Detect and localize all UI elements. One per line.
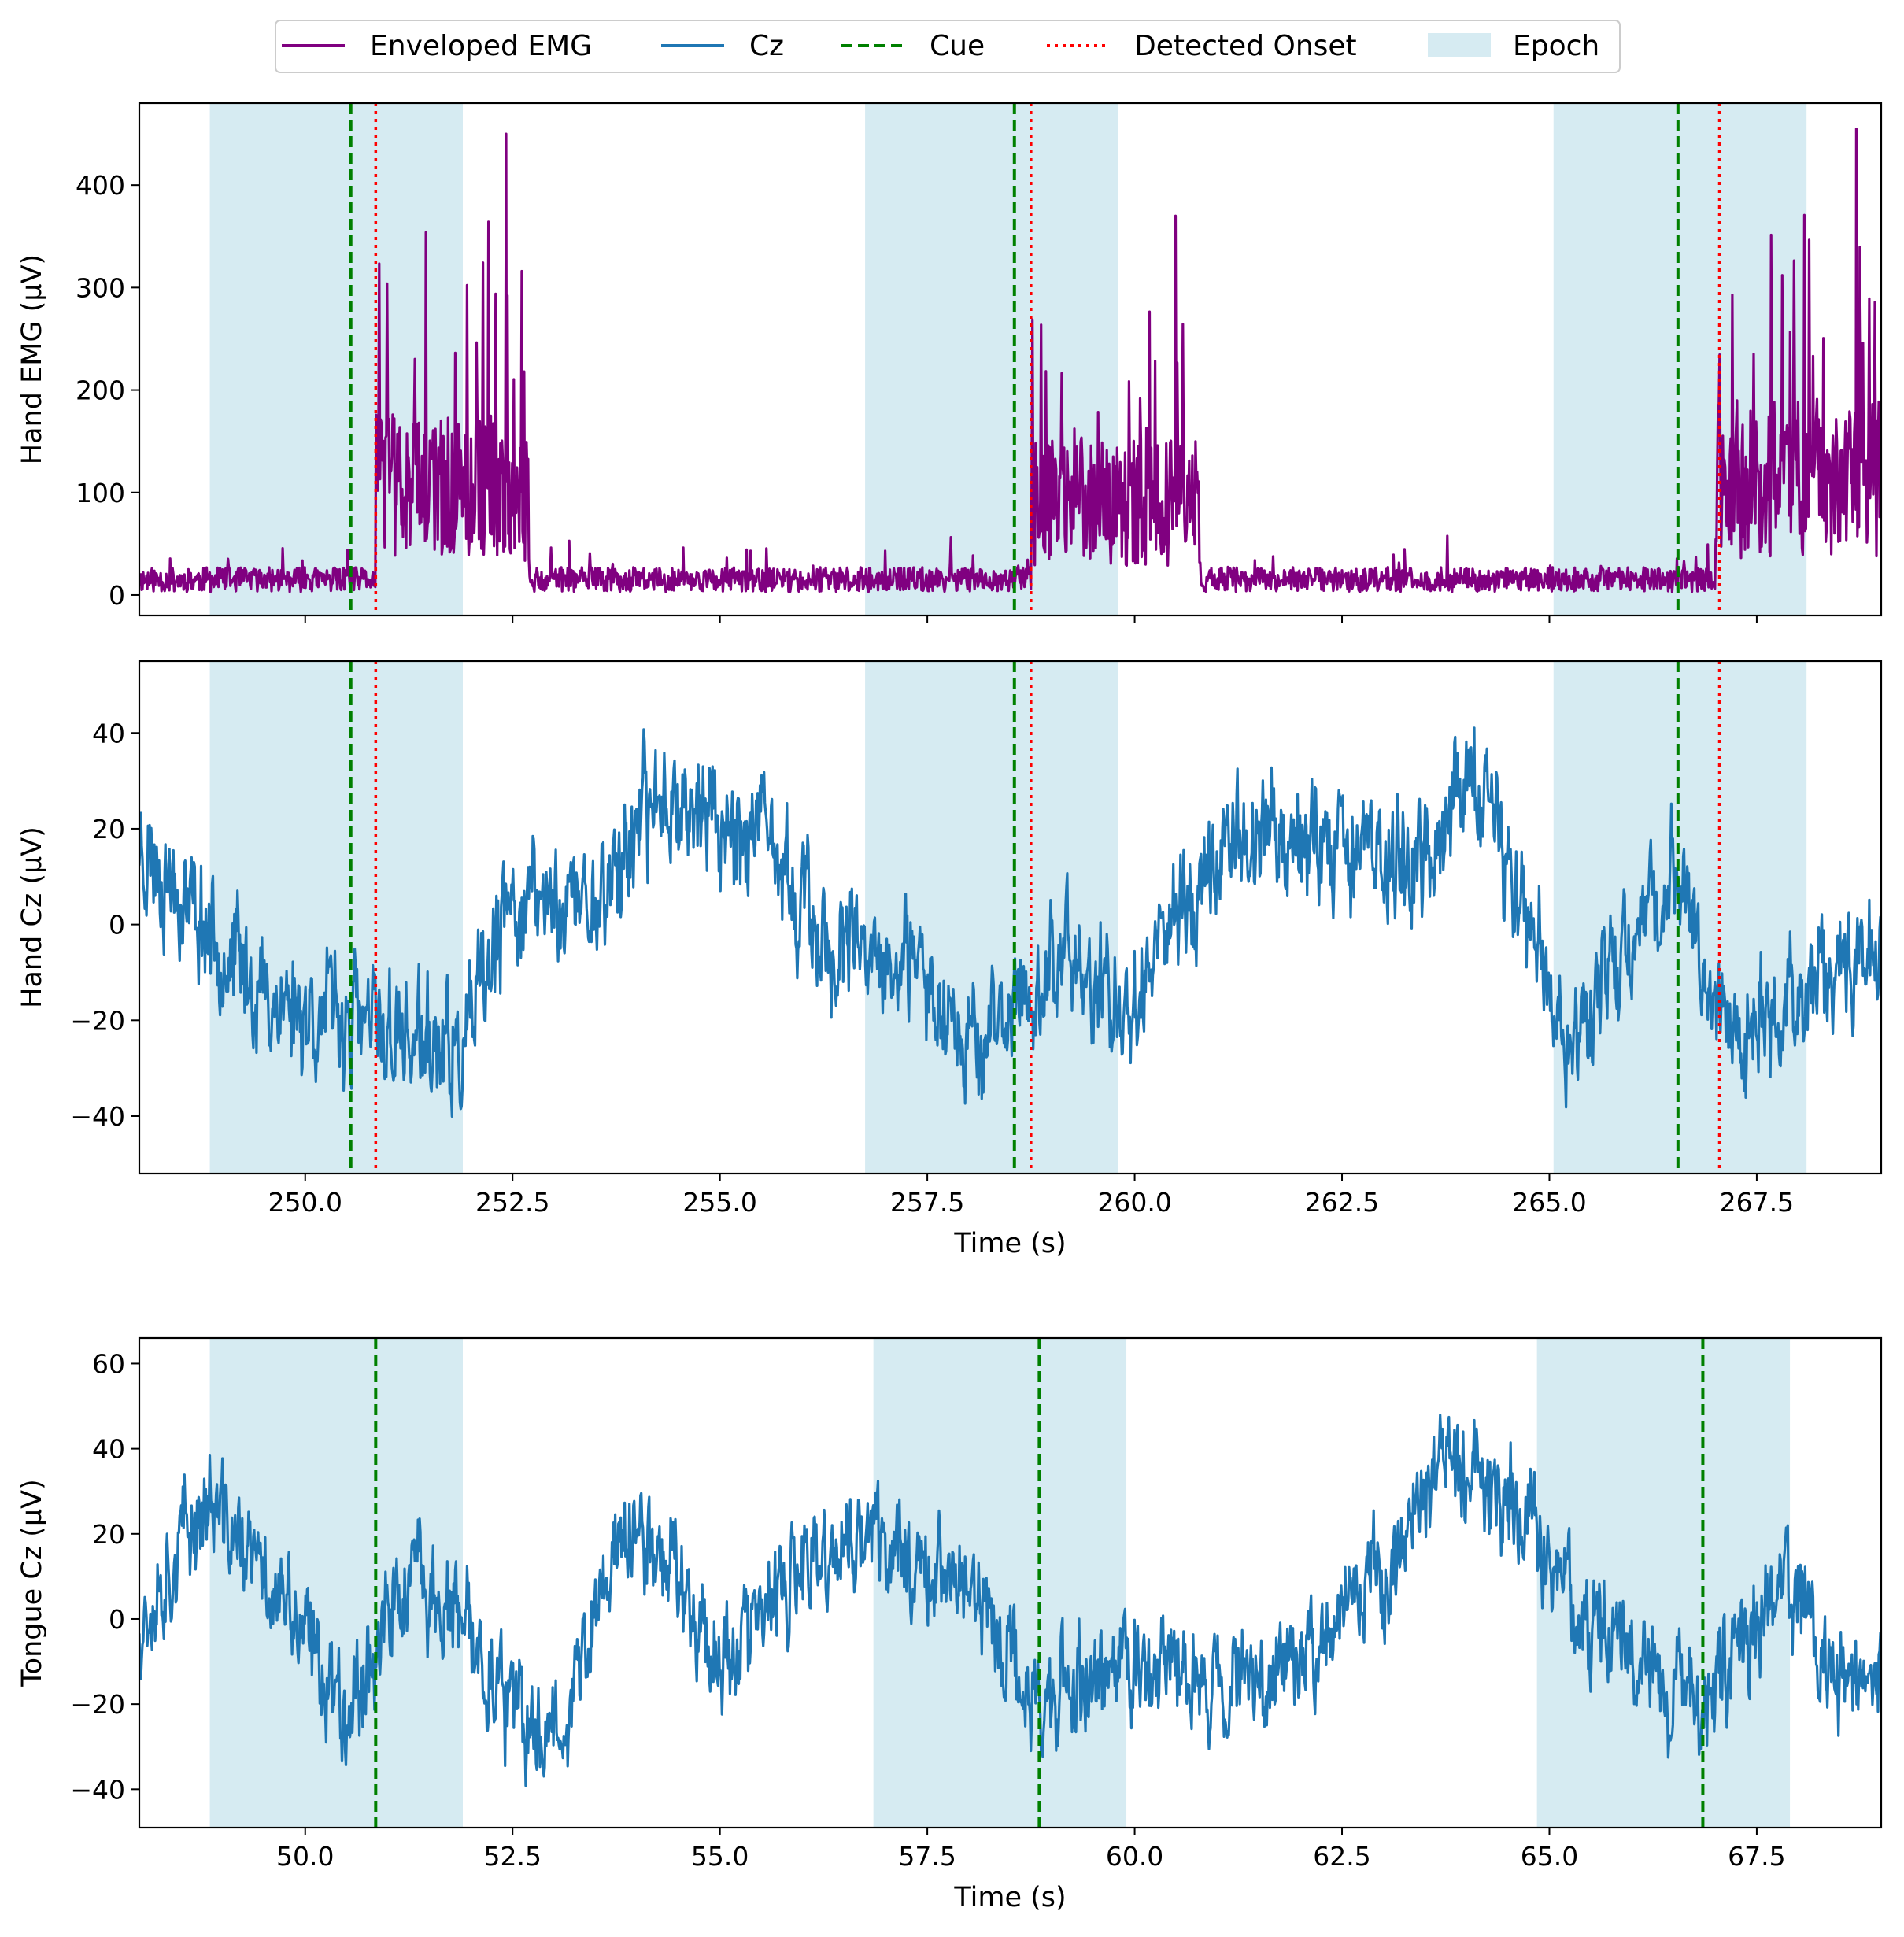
y-tick-label: 40 <box>92 1434 125 1465</box>
hand-cz-x-axis-label: Time (s) <box>953 1228 1066 1259</box>
hand-cz-axes-frame <box>138 660 1883 1175</box>
epoch-span <box>865 103 1118 615</box>
y-tick-label: 60 <box>92 1348 125 1379</box>
y-tick-label: −40 <box>70 1101 125 1132</box>
x-tick-label: 50.0 <box>276 1841 334 1872</box>
x-tick-label: 57.5 <box>898 1841 956 1872</box>
x-tick-label: 250.0 <box>268 1187 342 1218</box>
x-tick-label: 267.5 <box>1720 1187 1794 1218</box>
epoch-span <box>873 1338 1127 1828</box>
y-tick-label: −20 <box>70 1005 125 1036</box>
tongue-cz-panel: −40 −20 0 20 40 60 50.0 52.5 55.0 57.5 60.0 62.5 65.… <box>17 1336 1883 1913</box>
hand-emg-plot-area <box>139 103 1881 615</box>
y-tick-label: 20 <box>92 1519 125 1550</box>
x-tick-label: 265.0 <box>1512 1187 1586 1218</box>
x-tick-label: 260.0 <box>1097 1187 1171 1218</box>
legend-label-cue: Cue <box>930 30 985 62</box>
hand-emg-panel: 0 100 200 300 400 Hand EMG (μV) <box>17 102 1883 623</box>
x-tick-label: 60.0 <box>1106 1841 1163 1872</box>
x-tick-label: 52.5 <box>483 1841 541 1872</box>
hand-cz-y-axis-label: Hand Cz (μV) <box>17 826 48 1008</box>
x-tick-label: 255.0 <box>682 1187 756 1218</box>
epoch-span <box>1536 1338 1791 1828</box>
legend-label-onset: Detected Onset <box>1134 30 1357 62</box>
y-tick-label: 200 <box>76 375 125 406</box>
y-tick-label: 20 <box>92 814 125 845</box>
hand-cz-panel: −40 −20 0 20 40 250.0 252.5 255.0 257.5 260.0 262.… <box>17 660 1883 1259</box>
y-tick-label: 0 <box>109 580 125 611</box>
epoch-span <box>865 661 1118 1174</box>
x-tick-label: 252.5 <box>475 1187 549 1218</box>
tongue-cz-plot-area <box>139 1338 1881 1828</box>
legend-label-emg: Enveloped EMG <box>370 30 592 62</box>
y-tick-label: 0 <box>109 910 125 941</box>
hand-emg-y-axis-label: Hand EMG (μV) <box>17 254 48 464</box>
x-tick-label: 257.5 <box>890 1187 964 1218</box>
legend-frame <box>275 20 1621 73</box>
y-tick-label: −40 <box>70 1774 125 1805</box>
tongue-cz-axes-frame <box>138 1336 1883 1829</box>
tongue-cz-y-axis-label: Tongue Cz (μV) <box>17 1479 48 1687</box>
legend-swatch-epoch <box>1428 33 1491 57</box>
epoch-span <box>209 661 463 1174</box>
hand-emg-axes-frame <box>138 102 1883 617</box>
x-tick-label: 55.0 <box>691 1841 749 1872</box>
legend: Enveloped EMG Cz Cue Detected Onset Epoc… <box>275 20 1621 73</box>
y-tick-label: 40 <box>92 718 125 749</box>
x-tick-label: 262.5 <box>1305 1187 1379 1218</box>
x-tick-label: 62.5 <box>1313 1841 1370 1872</box>
tongue-cz-x-axis-label: Time (s) <box>953 1882 1066 1913</box>
y-tick-label: 300 <box>76 272 125 303</box>
signal-line <box>139 726 1881 1118</box>
x-tick-label: 67.5 <box>1728 1841 1785 1872</box>
signal-line <box>139 128 1881 593</box>
legend-label-epoch: Epoch <box>1513 30 1599 62</box>
x-tick-label: 65.0 <box>1521 1841 1578 1872</box>
y-tick-label: 0 <box>109 1604 125 1635</box>
hand-cz-plot-area <box>139 661 1881 1174</box>
y-tick-label: 100 <box>76 478 125 508</box>
epoch-span <box>209 103 463 615</box>
signal-line <box>139 1414 1881 1787</box>
y-tick-label: 400 <box>76 170 125 201</box>
legend-label-cz: Cz <box>749 30 784 62</box>
y-tick-label: −20 <box>70 1689 125 1720</box>
